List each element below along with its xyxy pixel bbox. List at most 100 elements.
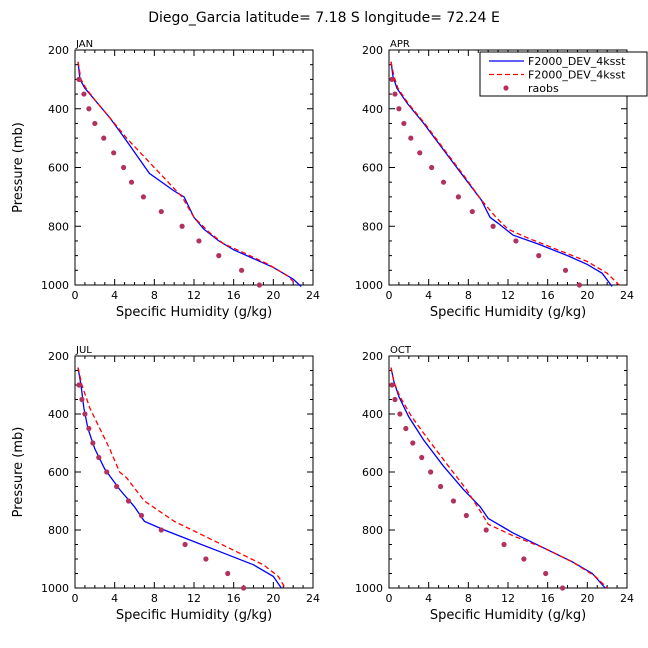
x-tick-label: 24 [620,592,634,605]
data-point [90,440,96,446]
data-point [576,282,583,288]
x-tick-label: 12 [187,289,201,302]
y-tick-label: 400 [362,408,383,421]
data-point [86,425,92,432]
data-point [81,91,87,97]
x-tick-label: 20 [266,592,280,605]
x-tick-label: 20 [580,592,594,605]
y-tick-label: 600 [48,466,69,479]
data-point [82,411,88,417]
x-tick-label: 0 [386,289,393,302]
data-point [111,150,117,156]
data-point [562,267,569,273]
legend-entry: F2000_DEV_4ksst [528,55,626,68]
data-point [455,194,462,200]
y-tick-label: 600 [362,466,383,479]
x-tick-label: 8 [151,289,158,302]
panel-label: JAN [75,39,93,50]
y-tick-label: 200 [362,44,383,57]
data-point [463,512,469,519]
data-point [179,223,185,229]
y-tick-label: 200 [362,350,383,363]
data-point [101,135,107,141]
series-line [390,61,620,286]
x-tick-label: 24 [620,289,634,302]
panel-jul: 0 4 8 12 16 20 24 200 400 600 800 1000 JUL Specific H… [11,345,320,623]
series-0 [390,367,606,589]
data-point [536,253,542,259]
data-point [559,585,566,591]
x-tick-label: 0 [72,289,79,302]
data-point [450,498,457,504]
data-point [469,208,475,215]
y-tick-label: 200 [48,350,69,363]
x-tick-label: 12 [501,592,515,605]
x-axis-label: Specific Humidity (g/kg) [116,608,272,623]
y-tick-label: 400 [362,103,383,116]
y-tick-label: 1000 [355,279,383,292]
x-tick-label: 12 [501,289,515,302]
data-point [543,570,549,577]
x-tick-label: 16 [227,289,241,302]
data-point [396,106,402,112]
x-tick-label: 16 [541,289,555,302]
y-tick-label: 200 [48,44,69,57]
x-axis-label: Specific Humidity (g/kg) [430,608,586,623]
x-tick-label: 0 [72,592,79,605]
series-line [77,367,286,589]
y-tick-label: 1000 [41,582,69,595]
y-tick-label: 400 [48,103,69,116]
data-point [389,76,395,82]
x-tick-label: 8 [151,592,158,605]
data-point [120,164,127,171]
data-point [92,120,98,127]
data-point [158,208,164,215]
series-0 [77,61,302,287]
plot-frame [74,355,314,589]
x-tick-label: 4 [111,289,118,302]
data-point [513,238,519,244]
data-point [408,135,414,141]
x-tick-label: 4 [425,289,432,302]
y-tick-label: 800 [48,220,69,233]
data-point [196,238,202,244]
plot-frame [388,355,628,589]
figure-title: Diego_Garcia latitude= 7.18 S longitude=… [148,10,500,26]
data-point [256,282,263,288]
data-point [417,150,423,156]
data-point [429,164,435,171]
series-line [390,61,613,287]
y-axis-label: Pressure (mb) [11,427,26,518]
series-0 [390,61,613,287]
panel-apr: 0 4 8 12 16 20 24 200 400 600 800 1000 APR Specific H… [355,39,648,320]
data-point [76,76,82,82]
series-2 [389,382,566,591]
x-tick-label: 16 [541,592,555,605]
x-tick-label: 4 [425,592,432,605]
y-axis-label: Pressure (mb) [11,122,26,213]
y-tick-label: 800 [362,524,383,537]
plot-frame [74,49,314,286]
y-tick-label: 600 [362,162,383,175]
legend-entry: raobs [528,82,559,95]
panel-oct: 0 4 8 12 16 20 24 200 400 600 800 1000 OCT Specific H… [355,345,634,623]
x-tick-label: 16 [227,592,241,605]
x-tick-label: 20 [580,289,594,302]
data-point [138,512,145,519]
series-1 [390,367,608,589]
y-tick-label: 800 [362,220,383,233]
data-point [225,570,231,577]
data-point [501,541,507,548]
series-1 [77,367,286,589]
y-tick-label: 800 [48,524,69,537]
data-point [128,179,135,185]
x-axis-label: Specific Humidity (g/kg) [116,305,272,320]
x-tick-label: 20 [266,289,280,302]
y-tick-label: 400 [48,408,69,421]
data-point [490,223,496,229]
y-tick-label: 1000 [355,582,383,595]
data-point [401,120,407,127]
